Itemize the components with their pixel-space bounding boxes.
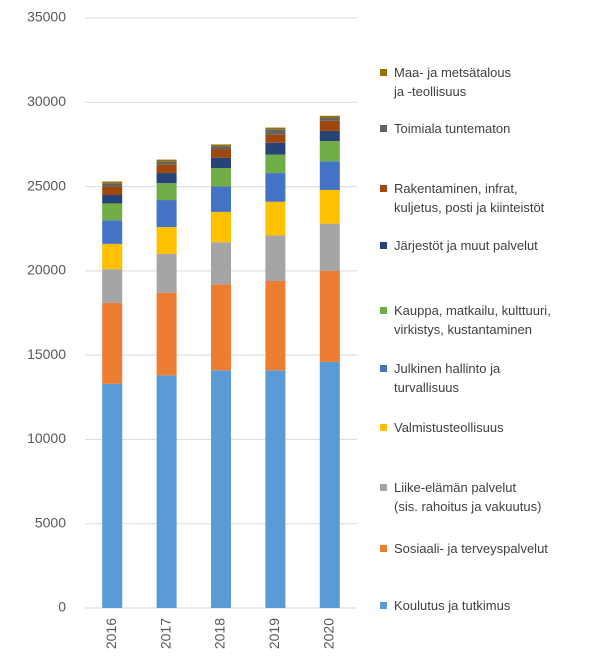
legend-label: Kauppa, matkailu, kulttuuri, virkistys, …	[394, 303, 551, 337]
bar-segment	[156, 159, 177, 162]
x-tick-label: 2018	[212, 618, 228, 649]
bar-segment	[102, 186, 123, 195]
legend-swatch	[380, 69, 387, 76]
bar-segment	[211, 144, 231, 147]
bar-segment	[265, 127, 286, 130]
legend-swatch	[380, 424, 387, 431]
bar-segment	[102, 181, 123, 184]
bar-segment	[265, 280, 286, 371]
x-tick-label: 2020	[321, 618, 337, 649]
bar-segment	[211, 370, 231, 608]
bar-segment	[156, 173, 177, 184]
legend-label: Rakentaminen, infrat, kuljetus, posti ja…	[394, 181, 545, 215]
bar-segment	[102, 220, 123, 244]
bar-segment	[265, 134, 286, 143]
bar-segment	[319, 223, 340, 271]
legend-label: Järjestöt ja muut palvelut	[394, 238, 538, 253]
x-tick-label: 2017	[157, 618, 173, 649]
y-tick-label: 5000	[35, 514, 66, 530]
x-tick-label: 2016	[103, 618, 119, 649]
y-tick-label: 30000	[27, 93, 66, 109]
y-tick-label: 0	[58, 599, 66, 615]
bar-segment	[156, 254, 177, 293]
bar-segment	[211, 242, 231, 285]
bar-segment	[102, 203, 123, 221]
bar-segment	[319, 270, 340, 362]
legend-swatch	[380, 185, 387, 192]
bar-segment	[156, 227, 177, 254]
bar-segment	[319, 130, 340, 142]
bar-segment	[156, 183, 177, 201]
bar-segment	[211, 284, 231, 371]
bar-segment	[211, 211, 231, 243]
legend-label: Maa- ja metsätalous ja -teollisuus	[394, 65, 512, 99]
bar-segment	[156, 375, 177, 608]
bar-segment	[156, 200, 177, 228]
legend-label: Toimiala tuntematon	[394, 121, 511, 136]
y-tick-label: 10000	[27, 430, 66, 446]
y-tick-label: 15000	[27, 346, 66, 362]
bar-segment	[102, 183, 123, 187]
bar-segment	[211, 168, 231, 187]
bar-segment	[211, 157, 231, 169]
bar-segment	[102, 383, 123, 608]
bar-segment	[319, 361, 340, 608]
legend-swatch	[380, 307, 387, 314]
bar-segment	[265, 201, 286, 236]
bar-segment	[211, 186, 231, 212]
bar-segment	[102, 269, 123, 303]
bar-segment	[102, 302, 123, 384]
bar-segment	[265, 142, 286, 155]
bar-segment	[156, 292, 177, 376]
x-tick-label: 2019	[266, 618, 282, 649]
bar-segment	[265, 370, 286, 608]
bar-segment	[265, 235, 286, 281]
y-tick-label: 25000	[27, 177, 66, 193]
legend-swatch	[380, 484, 387, 491]
bar-segment	[319, 189, 340, 224]
legend-swatch	[380, 242, 387, 249]
legend-label: Liike-elämän palvelut (sis. rahoitus ja …	[394, 480, 542, 514]
legend-swatch	[380, 365, 387, 372]
bar-segment	[265, 129, 286, 135]
bar-segment	[265, 154, 286, 174]
bar-segment	[102, 195, 123, 204]
legend-swatch	[380, 125, 387, 132]
legend-swatch	[380, 602, 387, 609]
bar-segment	[319, 161, 340, 190]
legend-swatch	[380, 545, 387, 552]
bar-segment	[319, 117, 340, 121]
bar-segment	[211, 149, 231, 158]
legend-label: Julkinen hallinto ja turvallisuus	[394, 361, 501, 395]
y-tick-label: 20000	[27, 262, 66, 278]
legend-label: Koulutus ja tutkimus	[394, 598, 511, 613]
bar-segment	[319, 115, 340, 118]
y-tick-label: 35000	[27, 9, 66, 25]
bar-segment	[211, 146, 231, 150]
bar-segment	[156, 164, 177, 174]
bar-segment	[319, 120, 340, 131]
bar-segment	[102, 243, 123, 270]
legend-label: Valmistusteollisuus	[394, 420, 504, 435]
bar-segment	[265, 173, 286, 202]
legend-label: Sosiaali- ja terveyspalvelut	[394, 541, 548, 556]
bar-segment	[319, 141, 340, 162]
bar-segment	[156, 161, 177, 165]
